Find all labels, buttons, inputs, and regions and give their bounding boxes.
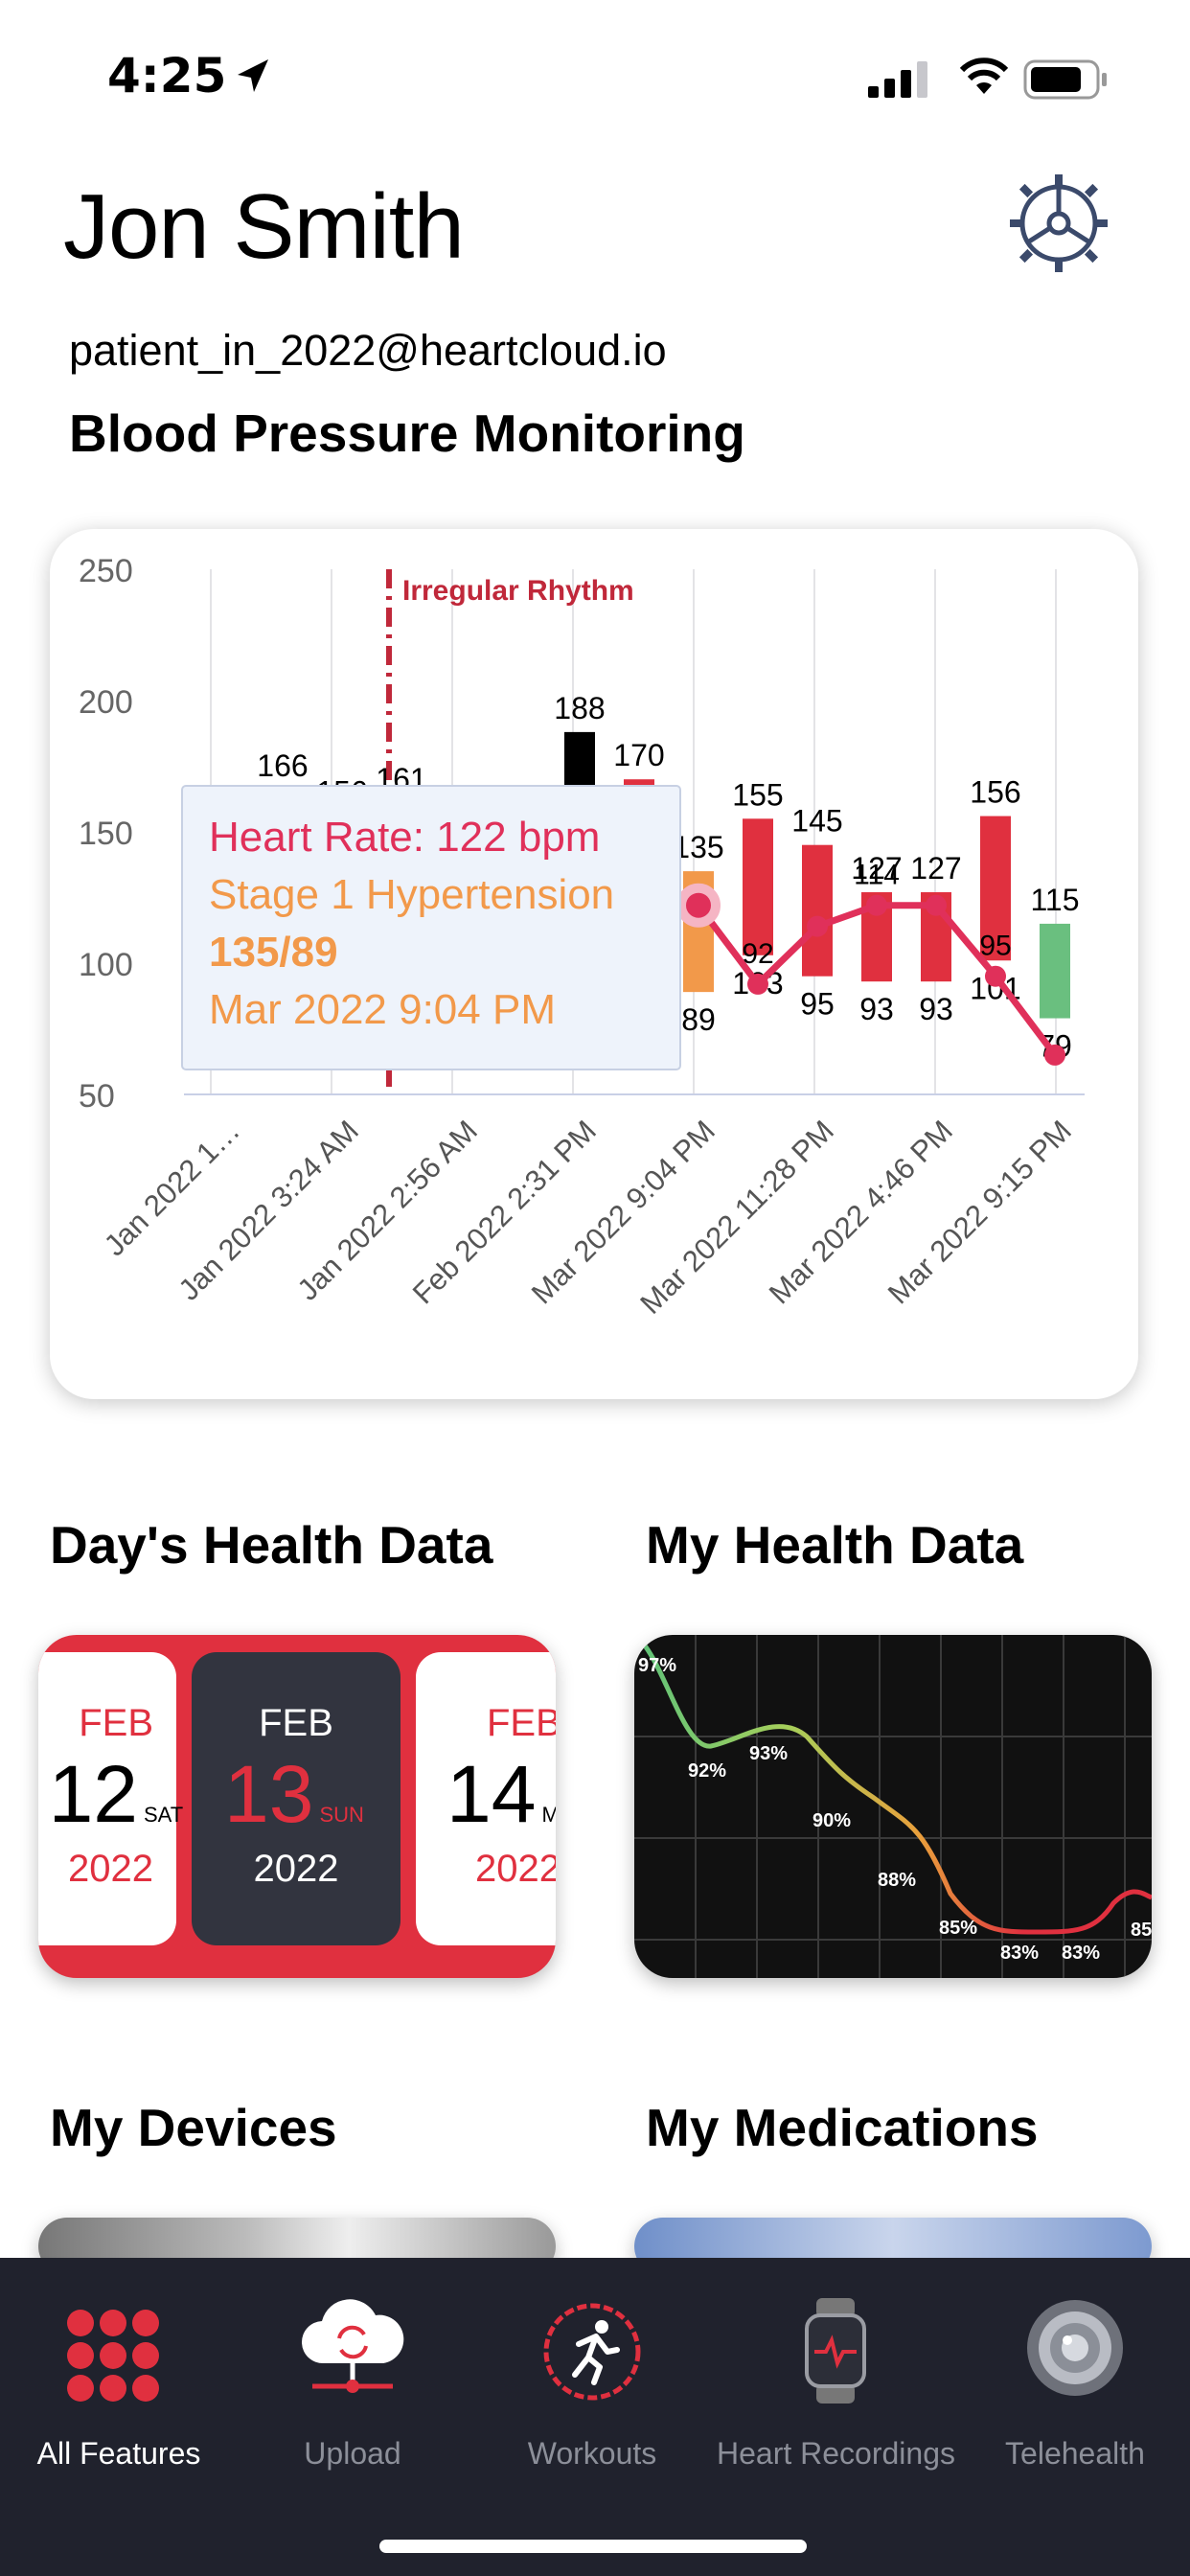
heart-rate-point[interactable] <box>926 894 947 916</box>
location-arrow-icon <box>238 59 268 92</box>
date-month: FEB <box>79 1702 153 1744</box>
cellular-signal-icon <box>868 61 927 98</box>
health-percent-label: 97% <box>638 1655 676 1676</box>
date-day: 12 <box>48 1749 138 1839</box>
heart-rate-label: 92 <box>742 938 773 970</box>
diastolic-label: 93 <box>919 992 953 1026</box>
date-card-selected[interactable]: FEB 13 SUN 2022 <box>192 1652 400 1945</box>
date-card-prev[interactable]: FEB 12 SAT 2022 <box>38 1652 183 1945</box>
bp-bar[interactable] <box>802 844 833 977</box>
heart-rate-label: 114 <box>854 860 900 891</box>
tab-label: Heart Recordings <box>717 2436 955 2471</box>
my-health-title: My Health Data <box>646 1515 1024 1575</box>
camera-lens-icon <box>1027 2300 1123 2396</box>
date-month: FEB <box>487 1702 556 1744</box>
systolic-label: 135 <box>673 830 723 864</box>
systolic-label: 166 <box>257 748 308 783</box>
tooltip-box <box>181 785 681 1070</box>
health-trend-chart: 97% 92% 93% 90% 88% 85% 83% 83% 85% <box>634 1635 1152 1978</box>
bottom-tab-bar: All Features Upload Workouts Heart Recor… <box>0 2258 1190 2576</box>
running-icon <box>543 2303 641 2401</box>
my-health-data-tile[interactable]: 97% 92% 93% 90% 88% 85% 83% 83% 85% <box>634 1635 1152 1978</box>
date-weekday: SAT <box>144 1803 184 1827</box>
heart-rate-label: 95 <box>979 931 1011 962</box>
date-weekday: SUN <box>319 1803 364 1827</box>
day-health-title: Day's Health Data <box>50 1515 493 1575</box>
diastolic-label: 89 <box>681 1002 716 1037</box>
tooltip-reading: 135/89 <box>209 929 338 976</box>
date-weekday: MON <box>541 1803 556 1827</box>
systolic-label: 127 <box>910 851 961 886</box>
chart-tooltip: Heart Rate: 122 bpm Stage 1 Hypertension 1… <box>181 785 681 1070</box>
date-year: 2022 <box>475 1848 556 1890</box>
cloud-upload-icon <box>301 2299 404 2393</box>
date-card-next[interactable]: FEB 14 MON 2022 <box>416 1652 556 1945</box>
heart-rate-point[interactable] <box>747 973 768 995</box>
health-percent-label: 92% <box>688 1760 726 1782</box>
bp-bar[interactable] <box>1040 923 1070 1019</box>
systolic-label: 155 <box>732 777 783 812</box>
tab-label: Telehealth <box>1005 2436 1145 2471</box>
watch-heart-icon <box>805 2298 866 2404</box>
date-month: FEB <box>259 1702 333 1744</box>
y-tick-label: 150 <box>79 816 133 852</box>
health-trend-line <box>634 1635 1152 1935</box>
my-medications-title: My Medications <box>646 2098 1039 2157</box>
systolic-label: 156 <box>970 775 1020 810</box>
diastolic-label: 93 <box>859 992 894 1026</box>
heart-rate-point[interactable] <box>866 894 887 916</box>
my-devices-title: My Devices <box>50 2098 337 2157</box>
tooltip-heart-rate: Heart Rate: 122 bpm <box>209 814 600 861</box>
y-tick-label: 250 <box>79 553 133 589</box>
y-tick-label: 50 <box>79 1078 115 1115</box>
battery-icon <box>1023 59 1107 100</box>
systolic-label: 170 <box>613 738 664 772</box>
health-percent-label: 90% <box>812 1810 851 1831</box>
date-day: 13 <box>224 1749 314 1839</box>
bp-section-title: Blood Pressure Monitoring <box>69 403 745 463</box>
health-percent-label: 83% <box>1062 1943 1100 1964</box>
heart-rate-point[interactable] <box>1044 1044 1065 1066</box>
tooltip-stage: Stage 1 Hypertension <box>209 871 614 918</box>
bp-bar[interactable] <box>564 731 595 790</box>
systolic-label: 115 <box>1030 883 1079 917</box>
systolic-label: 145 <box>791 804 842 839</box>
heart-rate-point[interactable] <box>676 883 721 928</box>
health-percent-label: 93% <box>749 1743 788 1764</box>
home-indicator <box>379 2540 807 2553</box>
date-day: 14 <box>446 1749 537 1839</box>
date-year: 2022 <box>253 1848 339 1890</box>
x-tick-label: Mar 2022 11:28 PM <box>633 1114 840 1321</box>
tab-label: Workouts <box>527 2436 657 2471</box>
status-time: 4:25 <box>107 48 227 104</box>
health-percent-label: 88% <box>878 1870 916 1891</box>
y-tick-label: 100 <box>79 947 133 983</box>
bp-bar[interactable] <box>980 816 1011 961</box>
tooltip-time: Mar 2022 9:04 PM <box>209 986 556 1033</box>
health-percent-label: 85% <box>939 1918 977 1939</box>
user-name: Jon Smith <box>63 175 465 278</box>
diastolic-label: 95 <box>800 987 835 1022</box>
systolic-label: 188 <box>554 691 605 725</box>
settings-gear-icon[interactable] <box>1008 172 1110 274</box>
health-percent-label: 85% <box>1131 1920 1152 1941</box>
heart-rate-point[interactable] <box>985 965 1006 987</box>
grid-icon <box>67 2310 159 2402</box>
bp-bar[interactable] <box>743 818 773 955</box>
irregular-rhythm-label: Irregular Rhythm <box>402 575 634 607</box>
health-percent-label: 83% <box>1000 1943 1039 1964</box>
y-tick-label: 200 <box>79 684 133 721</box>
user-email: patient_in_2022@heartcloud.io <box>69 326 667 375</box>
heart-rate-point[interactable] <box>807 915 828 937</box>
tab-label: Upload <box>304 2436 401 2471</box>
date-year: 2022 <box>68 1848 153 1890</box>
tab-label: All Features <box>36 2436 201 2471</box>
systolic-label: 127 <box>851 851 902 886</box>
wifi-icon <box>959 58 1009 94</box>
